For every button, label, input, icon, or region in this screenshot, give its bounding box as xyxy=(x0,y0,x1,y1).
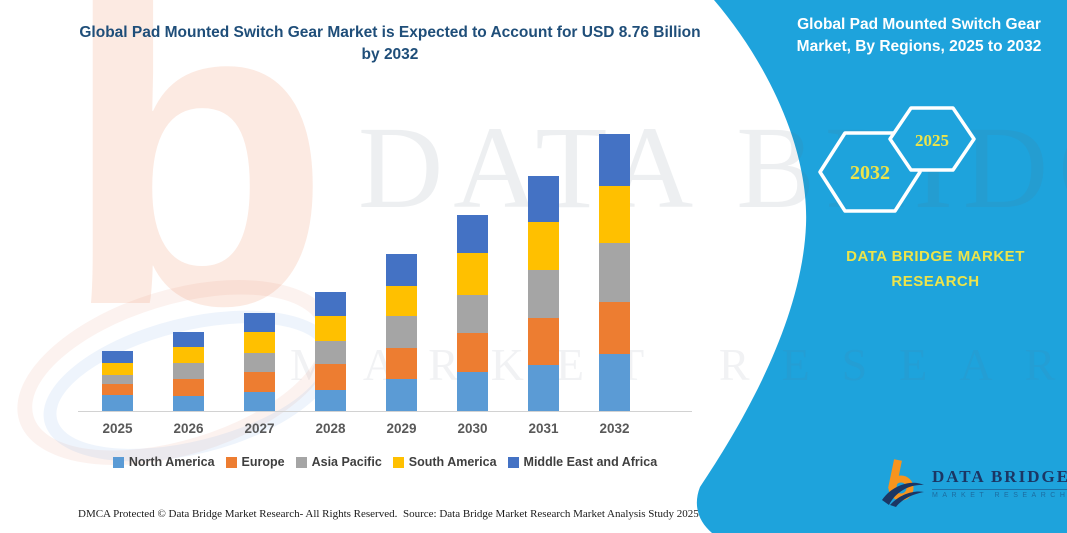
bar-segment xyxy=(386,348,417,379)
x-axis-label: 2027 xyxy=(244,421,275,436)
legend-swatch-icon xyxy=(225,456,237,468)
legend-label: North America xyxy=(128,455,215,469)
bar-segment xyxy=(173,396,204,411)
legend-swatch-icon xyxy=(295,456,307,468)
bar-segment xyxy=(386,316,417,348)
bar-segment xyxy=(102,395,133,411)
bar-segment xyxy=(528,176,559,222)
bar-segment xyxy=(102,351,133,363)
bar-segment xyxy=(315,364,346,390)
bar-segment xyxy=(386,254,417,286)
source-note: Source: Data Bridge Market Research Mark… xyxy=(403,508,699,520)
chart-plot-area xyxy=(80,120,688,411)
hexagon-year-start-range: 2032 xyxy=(850,162,890,184)
bar-segment xyxy=(315,390,346,411)
x-axis-label: 2030 xyxy=(457,421,488,436)
bar-segment xyxy=(528,365,559,411)
bar-segment xyxy=(102,363,133,375)
bar-segment xyxy=(315,316,346,341)
bar-segment xyxy=(315,292,346,316)
bar-segment xyxy=(386,286,417,316)
bar-segment xyxy=(599,186,630,243)
chart-title: Global Pad Mounted Switch Gear Market is… xyxy=(79,24,701,64)
legend-item: Europe xyxy=(225,455,285,469)
bar-segment xyxy=(315,341,346,364)
bar-segment xyxy=(457,215,488,253)
bar-2027 xyxy=(224,120,295,411)
legend-item: North America xyxy=(112,455,215,469)
bar-segment xyxy=(528,222,559,270)
x-axis-label: 2026 xyxy=(173,421,204,436)
bar-segment xyxy=(457,253,488,295)
x-axis-label: 2028 xyxy=(315,421,346,436)
bar-segment xyxy=(244,332,275,353)
bar-2029 xyxy=(366,120,437,411)
bar-2025 xyxy=(82,120,153,411)
bar-segment xyxy=(599,302,630,354)
x-axis-label: 2032 xyxy=(599,421,630,436)
legend-item: Asia Pacific xyxy=(295,455,382,469)
dmca-notice: DMCA Protected © Data Bridge Market Rese… xyxy=(78,508,398,520)
bar-segment xyxy=(173,363,204,379)
bar-segment xyxy=(244,392,275,411)
bar-segment xyxy=(457,372,488,411)
bar-2030 xyxy=(437,120,508,411)
bar-segment xyxy=(173,332,204,347)
bar-segment xyxy=(457,333,488,372)
legend-item: Middle East and Africa xyxy=(507,455,658,469)
legend-swatch-icon xyxy=(112,456,124,468)
bar-segment xyxy=(173,347,204,363)
bar-segment xyxy=(244,372,275,392)
x-axis-label: 2025 xyxy=(102,421,133,436)
x-axis-label: 2031 xyxy=(528,421,559,436)
hexagon-2025-icon xyxy=(888,106,976,172)
bar-segment xyxy=(102,384,133,395)
bar-segment xyxy=(457,295,488,333)
bar-segment xyxy=(386,379,417,411)
bar-segment xyxy=(173,379,204,396)
logo-name: DATA BRIDGE xyxy=(932,467,1067,490)
legend-swatch-icon xyxy=(392,456,404,468)
bar-segment xyxy=(599,134,630,186)
legend-swatch-icon xyxy=(507,456,519,468)
bar-segment xyxy=(244,353,275,372)
bar-segment xyxy=(599,243,630,302)
data-bridge-logo-icon xyxy=(882,459,924,507)
hexagon-2032-icon xyxy=(818,131,922,213)
legend-item: South America xyxy=(392,455,497,469)
bar-2031 xyxy=(508,120,579,411)
year-hexagons: 2032 2025 xyxy=(818,106,976,213)
x-axis-labels: 2025 2026 2027 2028 2029 2030 2031 2032 xyxy=(80,421,688,441)
bar-segment xyxy=(528,318,559,365)
bar-segment xyxy=(244,313,275,332)
bar-segment xyxy=(102,375,133,384)
bar-segment xyxy=(599,354,630,411)
chart-legend: North America Europe Asia Pacific South Ame… xyxy=(75,455,695,469)
x-axis-line xyxy=(78,411,692,412)
bar-2026 xyxy=(153,120,224,411)
brand-name: DATA BRIDGE MARKET RESEARCH xyxy=(846,248,1025,290)
legend-label: Asia Pacific xyxy=(311,455,382,469)
hexagon-year-end-range: 2025 xyxy=(915,131,949,150)
bar-segment xyxy=(528,270,559,318)
legend-label: Europe xyxy=(241,455,285,469)
bar-2028 xyxy=(295,120,366,411)
legend-label: South America xyxy=(408,455,497,469)
legend-label: Middle East and Africa xyxy=(523,455,658,469)
bar-2032 xyxy=(579,120,650,411)
logo-tagline: MARKET RESEARCH xyxy=(932,492,1067,499)
side-panel-title: Global Pad Mounted Switch Gear Market, B… xyxy=(796,16,1042,55)
company-logo: DATA BRIDGE MARKET RESEARCH xyxy=(882,458,1067,508)
x-axis-label: 2029 xyxy=(386,421,417,436)
